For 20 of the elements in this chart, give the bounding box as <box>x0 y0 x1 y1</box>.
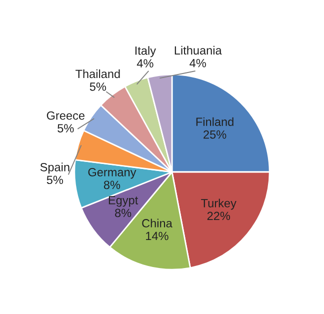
slice-label: Spain <box>40 162 70 174</box>
data-label: 4% <box>190 58 206 68</box>
slice-label: Germany <box>88 168 136 179</box>
slice-label: Egypt <box>108 196 138 207</box>
data-label: 5% <box>46 176 64 184</box>
slice-label: China <box>142 218 172 228</box>
slice-label: Italy <box>135 46 156 58</box>
data-label: 8% <box>115 208 132 218</box>
data-label: 4% <box>136 59 154 68</box>
slice-label: Thailand <box>76 69 120 78</box>
slice-label: Lithuania <box>174 46 222 55</box>
data-label: 5% <box>90 82 106 91</box>
slice-label: Turkey <box>201 198 236 210</box>
data-label: 14% <box>146 232 168 240</box>
slice-label: Finland <box>196 117 234 126</box>
data-label: 25% <box>204 130 226 139</box>
data-label: 8% <box>104 180 120 190</box>
data-label: 5% <box>58 124 74 132</box>
data-label: 22% <box>207 212 230 220</box>
slice-label: Greece <box>46 111 84 120</box>
